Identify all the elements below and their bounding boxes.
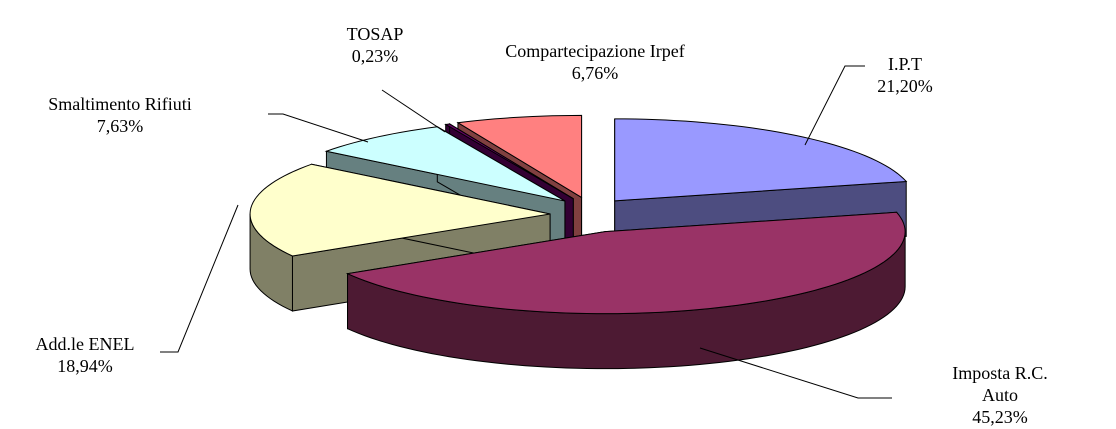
category-label: Smaltimento Rifiuti — [48, 94, 192, 114]
category-label: Compartecipazione Irpef — [505, 41, 685, 61]
category-label: TOSAP — [346, 24, 404, 44]
value-label: 6,76% — [571, 63, 619, 83]
value-label: 45,23% — [972, 407, 1028, 427]
category-label: Add.le ENEL — [35, 334, 135, 354]
leader-line — [160, 204, 239, 353]
value-label: 18,94% — [57, 356, 113, 376]
leader-line — [699, 347, 892, 399]
slice-label: Add.le ENEL 18,94% — [36, 333, 135, 377]
value-label: 0,23% — [351, 46, 399, 66]
value-label: 21,20% — [877, 76, 933, 96]
category-label: I.P.T — [887, 54, 922, 74]
leader-line — [804, 65, 865, 146]
value-label: 7,63% — [96, 116, 144, 136]
slice-label: I.P.T 21,20% — [877, 53, 933, 97]
slice-label: Imposta R.C. Auto 45,23% — [942, 362, 1058, 428]
leader-line — [268, 113, 369, 143]
slice — [456, 114, 583, 199]
leader-line — [381, 89, 446, 133]
category-label: Imposta R.C. Auto — [952, 363, 1048, 405]
slice-label: TOSAP 0,23% — [347, 23, 404, 67]
slice — [345, 211, 906, 315]
slice-label: Compartecipazione Irpef 6,76% — [505, 40, 685, 84]
slice — [324, 126, 566, 202]
slice-label: Smaltimento Rifiuti 7,63% — [48, 93, 192, 137]
slice — [614, 118, 908, 202]
slice — [249, 163, 551, 257]
slice — [444, 123, 574, 200]
